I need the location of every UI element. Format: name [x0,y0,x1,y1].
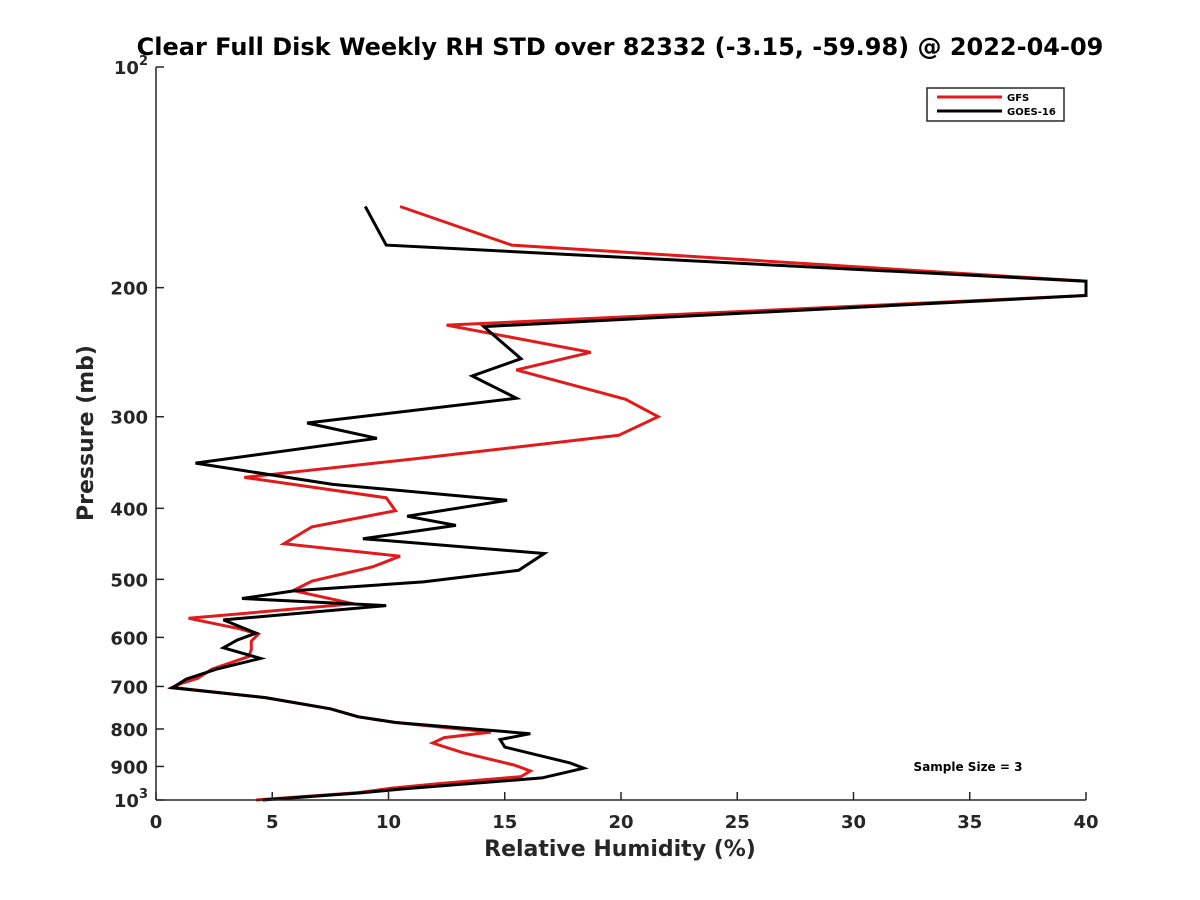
chart-title: Clear Full Disk Weekly RH STD over 82332… [137,33,1104,61]
legend-box [926,87,1065,122]
y-tick-label: 300 [110,408,148,429]
y-tick-label: 900 [110,757,148,778]
y-tick-label: 400 [110,499,148,520]
x-tick-label: 30 [841,812,866,833]
x-tick-label: 40 [1073,812,1098,833]
sample-size-annotation: Sample Size = 3 [914,760,1023,774]
x-tick-label: 0 [150,812,163,833]
x-tick-label: 10 [376,812,401,833]
series-line-gfs [166,205,1088,802]
y-tick-label: 500 [110,570,148,591]
x-axis-label: Relative Humidity (%) [484,837,756,862]
y-tick-label: 200 [110,279,148,300]
legend: GFS GOES-16 [926,87,1065,122]
legend-entry: GFS [1007,93,1029,104]
y-tick-label: 800 [110,720,148,741]
x-tick-label: 20 [608,812,633,833]
legend-entry: GOES-16 [1007,107,1056,118]
x-tick-label: 15 [492,812,517,833]
y-tick-label: 103 [114,787,148,812]
y-tick-label: 700 [110,677,148,698]
y-axis-label: Pressure (mb) [74,345,99,521]
ticks-layer: 0 5 10 15 20 25 30 35 40 102 200 300 400 500 600 700 800… [110,54,1098,833]
x-tick-label: 5 [266,812,279,833]
y-tick-label: 600 [110,628,148,649]
y-tick-label: 102 [114,54,148,79]
series-layer [166,205,1088,802]
series-line-goes-16 [167,205,1088,802]
x-tick-label: 25 [725,812,750,833]
x-tick-label: 35 [957,812,982,833]
